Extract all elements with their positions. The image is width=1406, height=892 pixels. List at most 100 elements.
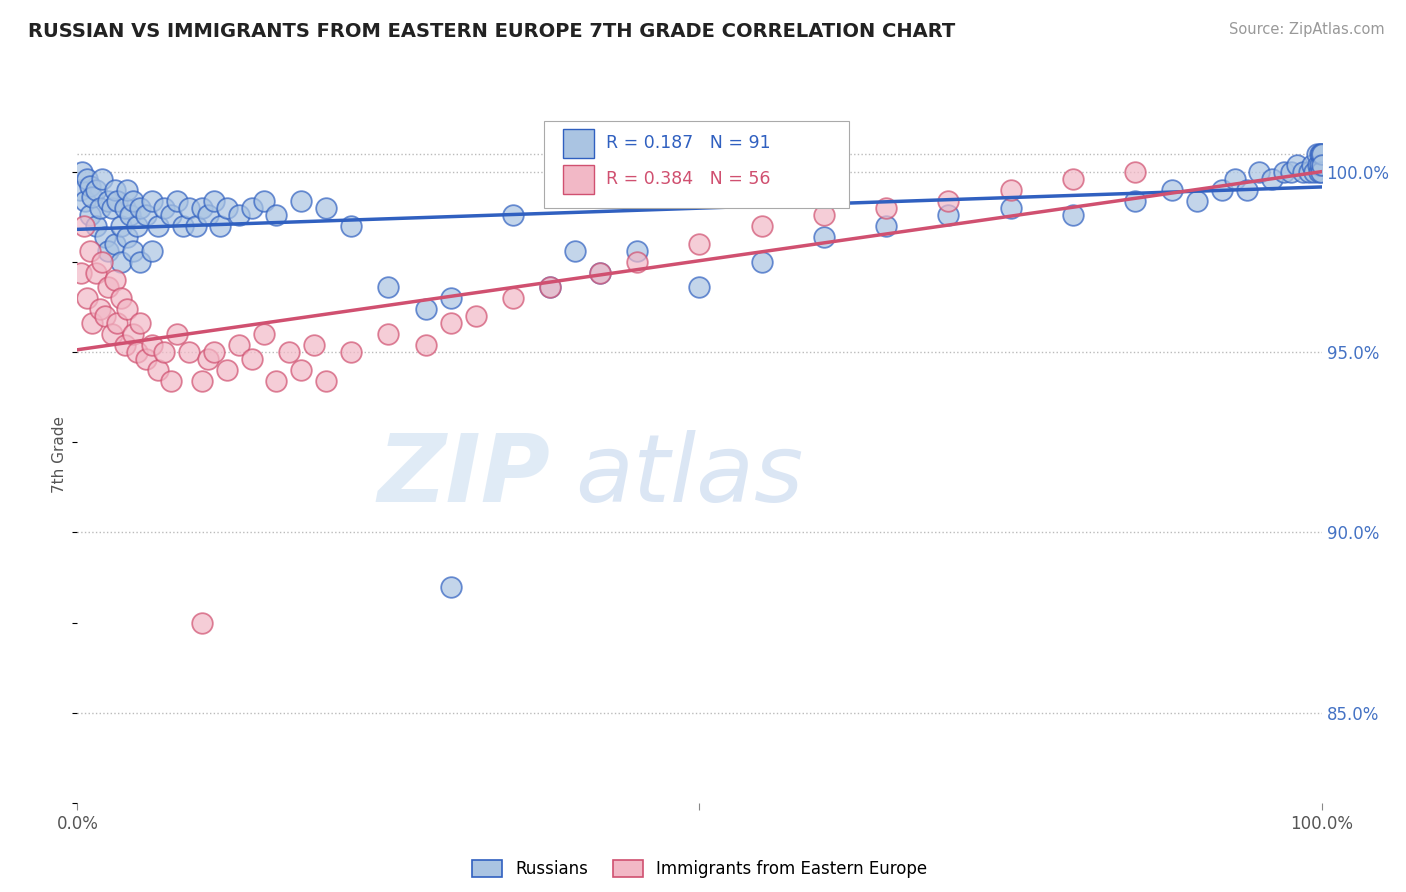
Point	[114, 201, 136, 215]
Point	[97, 244, 120, 259]
Point	[114, 338, 136, 352]
Point	[110, 219, 132, 233]
Point	[538, 280, 561, 294]
Point	[1303, 165, 1326, 179]
Point	[82, 190, 104, 204]
Point	[141, 338, 163, 352]
Point	[166, 194, 188, 208]
Text: Source: ZipAtlas.com: Source: ZipAtlas.com	[1229, 22, 1385, 37]
Point	[340, 345, 363, 359]
Point	[141, 244, 163, 259]
Y-axis label: 7th Grade: 7th Grade	[52, 417, 67, 493]
Point	[1310, 158, 1333, 172]
Point	[1292, 165, 1315, 179]
Point	[302, 338, 325, 352]
Point	[125, 219, 148, 233]
Point	[751, 219, 773, 233]
Point	[1310, 165, 1333, 179]
Point	[377, 327, 399, 342]
Point	[440, 291, 463, 305]
Point	[875, 201, 897, 215]
Text: R = 0.187   N = 91: R = 0.187 N = 91	[606, 134, 770, 152]
Point	[93, 309, 115, 323]
Point	[122, 194, 145, 208]
Point	[1285, 158, 1308, 172]
FancyBboxPatch shape	[544, 121, 849, 208]
Point	[240, 201, 263, 215]
Point	[110, 291, 132, 305]
Point	[215, 201, 238, 215]
Point	[104, 183, 127, 197]
Point	[277, 345, 299, 359]
Point	[76, 291, 98, 305]
Point	[89, 301, 111, 316]
Point	[1272, 165, 1295, 179]
Point	[290, 363, 312, 377]
Point	[209, 219, 232, 233]
Point	[72, 165, 94, 179]
Point	[172, 219, 194, 233]
Point	[84, 219, 107, 233]
Point	[128, 255, 150, 269]
Point	[1306, 158, 1329, 172]
Point	[184, 219, 207, 233]
Point	[122, 327, 145, 342]
Point	[564, 244, 586, 259]
Text: RUSSIAN VS IMMIGRANTS FROM EASTERN EUROPE 7TH GRADE CORRELATION CHART: RUSSIAN VS IMMIGRANTS FROM EASTERN EUROP…	[28, 22, 955, 41]
Point	[110, 255, 132, 269]
Point	[1308, 165, 1330, 179]
Point	[97, 194, 120, 208]
Point	[104, 237, 127, 252]
Point	[415, 338, 437, 352]
Point	[751, 255, 773, 269]
Point	[315, 374, 337, 388]
Point	[1279, 165, 1302, 179]
Point	[689, 280, 711, 294]
Point	[153, 345, 176, 359]
Point	[197, 208, 219, 222]
Point	[1223, 172, 1246, 186]
Point	[97, 280, 120, 294]
Point	[191, 201, 214, 215]
Text: ZIP: ZIP	[377, 430, 550, 522]
Point	[166, 327, 188, 342]
Point	[1298, 165, 1320, 179]
Point	[105, 194, 128, 208]
Point	[589, 266, 612, 280]
Point	[1309, 147, 1331, 161]
Point	[91, 172, 114, 186]
Point	[538, 280, 561, 294]
Point	[122, 244, 145, 259]
Point	[1236, 183, 1258, 197]
Point	[159, 374, 181, 388]
Point	[589, 266, 612, 280]
Point	[105, 316, 128, 330]
Point	[197, 352, 219, 367]
Point	[228, 338, 250, 352]
Point	[626, 244, 648, 259]
Point	[502, 208, 524, 222]
Bar	[562, 128, 593, 158]
Point	[153, 201, 176, 215]
Point	[415, 301, 437, 316]
Point	[1309, 158, 1331, 172]
Point	[377, 280, 399, 294]
Point	[76, 172, 98, 186]
Point	[440, 316, 463, 330]
Point	[135, 208, 157, 222]
Point	[938, 194, 960, 208]
Point	[79, 208, 101, 222]
Point	[159, 208, 181, 222]
Point	[1187, 194, 1209, 208]
Point	[1062, 208, 1084, 222]
Point	[266, 208, 288, 222]
Point	[813, 229, 835, 244]
Point	[115, 301, 138, 316]
Point	[128, 316, 150, 330]
Point	[69, 183, 91, 197]
Point	[253, 194, 276, 208]
Point	[228, 208, 250, 222]
Point	[79, 179, 101, 194]
Point	[84, 266, 107, 280]
Point	[93, 229, 115, 244]
